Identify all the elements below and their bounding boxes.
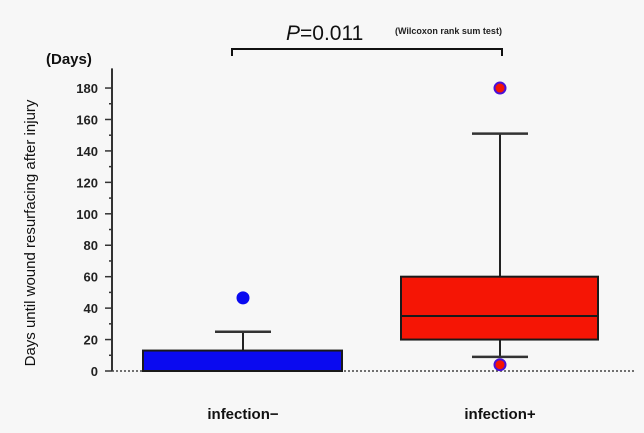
y-tick-label: 40: [84, 301, 98, 316]
y-tick-label: 120: [76, 175, 98, 190]
box-iqr: [142, 349, 343, 372]
category-label-infection-plus: infection+: [464, 406, 535, 423]
y-tick-label: 0: [91, 364, 98, 379]
y-tick-label: 100: [76, 207, 98, 222]
y-unit-label: (Days): [46, 51, 92, 68]
y-tick-label: 140: [76, 144, 98, 159]
test-name: (Wilcoxon rank sum test): [395, 26, 502, 36]
category-label-infection-minus: infection−: [207, 406, 278, 423]
box-infection-minus: [142, 291, 343, 372]
y-axis: 0 20 40 60 80 100 120 140 160 180: [76, 68, 636, 379]
outlier-point: [493, 358, 507, 372]
y-tick-label: 20: [84, 333, 98, 348]
outlier-point: [493, 81, 507, 95]
p-symbol: P: [286, 22, 300, 45]
y-axis-title: Days until wound resurfacing after injur…: [22, 99, 39, 366]
y-tick-label: 160: [76, 112, 98, 127]
outlier-point: [236, 291, 250, 305]
boxes: [142, 81, 599, 372]
box-infection-plus: [400, 81, 599, 372]
y-tick-label: 180: [76, 81, 98, 96]
y-tick-label: 60: [84, 270, 98, 285]
box-iqr: [400, 275, 599, 341]
p-value: =0.011: [300, 22, 363, 45]
p-value-label: P=0.011: [286, 22, 363, 45]
y-tick-label: 80: [84, 238, 98, 253]
